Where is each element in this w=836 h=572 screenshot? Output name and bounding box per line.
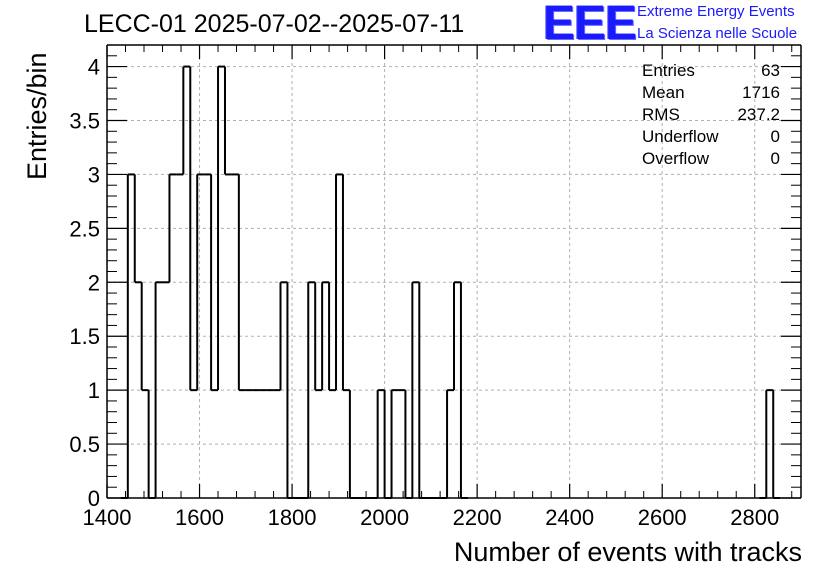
y-tick-label: 2: [88, 270, 100, 295]
x-axis-label: Number of events with tracks: [453, 537, 802, 567]
stat-label: Underflow: [642, 127, 719, 146]
y-tick-label: 0.5: [69, 432, 100, 457]
x-tick-label: 1400: [83, 505, 132, 530]
axes: 1400 1600 1800 2000 2200 2400 2600 280000.511.5…: [69, 44, 802, 530]
stat-value: 0: [770, 127, 780, 146]
x-tick-label: 1600: [175, 505, 224, 530]
stat-value: 1716: [742, 83, 780, 102]
stat-entries: Entries 63: [642, 60, 780, 82]
y-tick-label: 2.5: [69, 216, 100, 241]
y-tick-label: 3.5: [69, 109, 100, 134]
chart-title: LECC-01 2025-07-02--2025-07-11: [84, 10, 465, 38]
stat-value: 0: [770, 149, 780, 168]
stats-box: Entries 63 Mean 1716 RMS 237.2 Underflow…: [642, 60, 780, 170]
y-tick-label: 0: [88, 486, 100, 511]
x-tick-label: 2600: [638, 505, 687, 530]
x-tick-label: 2000: [360, 505, 409, 530]
stat-mean: Mean 1716: [642, 82, 780, 104]
stat-label: Overflow: [642, 149, 710, 168]
stat-value: 237.2: [737, 105, 780, 124]
histogram-bars: [120, 65, 781, 499]
stat-rms: RMS 237.2: [642, 104, 780, 126]
y-tick-label: 3: [88, 162, 100, 187]
x-tick-label: 1800: [268, 505, 317, 530]
eee-logo: EEE: [543, 0, 637, 50]
x-tick-label: 2800: [730, 505, 779, 530]
stat-label: Entries: [642, 61, 695, 80]
x-tick-label: 2200: [453, 505, 502, 530]
brand-line-2: La Scienza nelle Scuole: [637, 25, 798, 42]
y-tick-label: 1.5: [69, 324, 100, 349]
brand-line-1: Extreme Energy Events: [637, 3, 795, 20]
y-tick-label: 4: [88, 55, 100, 80]
stat-value: 63: [761, 61, 780, 80]
y-axis-label: Entries/bin: [22, 52, 52, 180]
x-tick-label: 2400: [545, 505, 594, 530]
stat-label: RMS: [642, 105, 680, 124]
y-tick-label: 1: [88, 378, 100, 403]
stat-underflow: Underflow 0: [642, 126, 780, 148]
stat-overflow: Overflow 0: [642, 148, 780, 170]
stat-label: Mean: [642, 83, 685, 102]
